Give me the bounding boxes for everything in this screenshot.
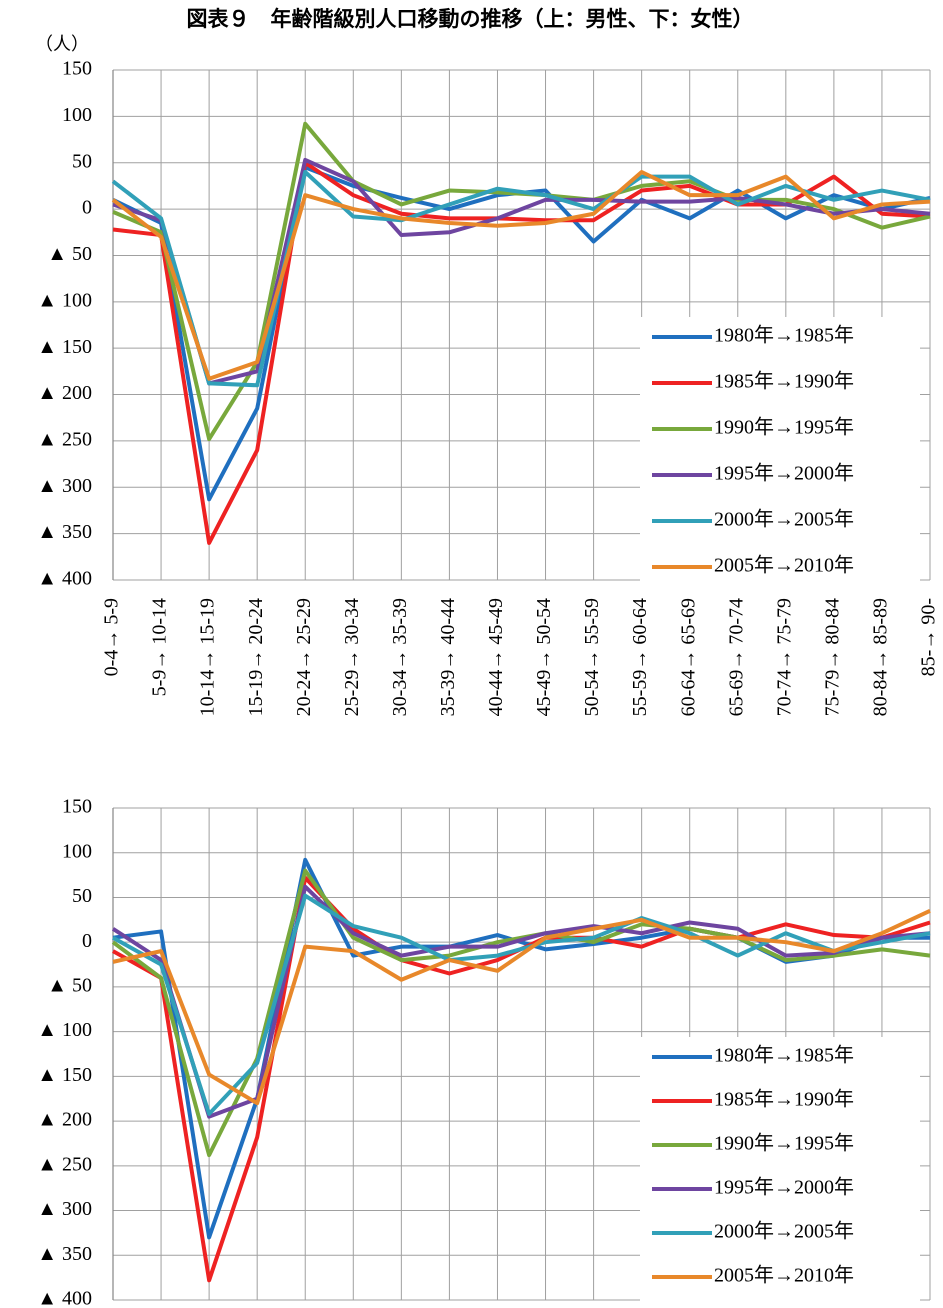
x-tick-label: 55-59→ 60-64 bbox=[629, 598, 651, 716]
chart-title: 図表９ 年齢階級別人口移動の推移（上：男性、下：女性） bbox=[187, 7, 754, 31]
y-tick-label: 150 bbox=[62, 796, 92, 818]
y-tick-label: ▲ 300 bbox=[37, 1198, 92, 1220]
y-tick-label: ▲ 250 bbox=[37, 429, 92, 451]
x-tick-label: 25-29→ 30-34 bbox=[341, 598, 363, 716]
x-tick-label: 45-49→ 50-54 bbox=[533, 598, 555, 716]
legend-box bbox=[640, 1037, 920, 1301]
x-tick-label: 15-19→ 20-24 bbox=[245, 598, 267, 716]
legend-label: 2000年→2005年 bbox=[714, 508, 854, 531]
x-tick-label: 75-79→ 80-84 bbox=[821, 598, 843, 716]
y-tick-label: 150 bbox=[62, 58, 92, 80]
x-tick-label: 30-34→ 35-39 bbox=[389, 598, 411, 716]
y-tick-label: ▲ 150 bbox=[37, 336, 92, 358]
legend-label: 2005年→2010年 bbox=[714, 1264, 854, 1287]
series-line bbox=[112, 157, 931, 386]
y-tick-label: ▲ 400 bbox=[37, 568, 92, 590]
legend-label: 1990年→1995年 bbox=[714, 1132, 854, 1155]
legend-label: 1990年→1995年 bbox=[714, 416, 854, 439]
x-tick-label: 10-14→ 15-19 bbox=[197, 598, 219, 716]
legend-label: 1980年→1985年 bbox=[714, 1044, 854, 1067]
y-tick-label: ▲ 400 bbox=[37, 1288, 92, 1308]
y-tick-label: ▲ 300 bbox=[37, 475, 92, 497]
x-tick-label: 80-84→ 85-89 bbox=[870, 598, 892, 716]
legend-label: 2005年→2010年 bbox=[714, 554, 854, 577]
y-tick-label: ▲ 50 bbox=[47, 975, 92, 997]
series-line bbox=[112, 893, 931, 1116]
x-tick-label: 0-4→ 5-9 bbox=[101, 598, 123, 676]
legend-box bbox=[640, 317, 920, 593]
series-line bbox=[112, 909, 931, 1106]
series-line bbox=[111, 170, 931, 388]
y-tick-label: ▲ 50 bbox=[47, 243, 92, 265]
y-tick-label: ▲ 350 bbox=[37, 1243, 92, 1265]
x-tick-label: 40-44→ 45-49 bbox=[485, 598, 507, 716]
x-tick-label: 20-24→ 25-29 bbox=[293, 598, 315, 716]
y-tick-label: ▲ 200 bbox=[37, 1109, 92, 1131]
y-tick-label: 0 bbox=[82, 930, 92, 952]
y-tick-label: 100 bbox=[62, 104, 92, 126]
legend-label: 1985年→1990年 bbox=[714, 370, 854, 393]
legend-label: 1980年→1985年 bbox=[714, 324, 854, 347]
y-tick-label: 50 bbox=[72, 885, 92, 907]
legend-label: 1995年→2000年 bbox=[714, 1176, 854, 1199]
y-tick-label: ▲ 100 bbox=[37, 1019, 92, 1041]
legend-label: 1995年→2000年 bbox=[714, 462, 854, 485]
y-tick-label: ▲ 100 bbox=[37, 289, 92, 311]
x-tick-label: 60-64→ 65-69 bbox=[677, 598, 699, 716]
y-tick-label: ▲ 200 bbox=[37, 382, 92, 404]
y-tick-label: 0 bbox=[82, 197, 92, 219]
y-tick-label: ▲ 350 bbox=[37, 521, 92, 543]
legend-label: 1985年→1990年 bbox=[714, 1088, 854, 1111]
y-tick-label: 50 bbox=[72, 150, 92, 172]
y-tick-label: ▲ 250 bbox=[37, 1153, 92, 1175]
x-tick-label: 5-9→ 10-14 bbox=[149, 598, 171, 696]
x-tick-label: 50-54→ 55-59 bbox=[581, 598, 603, 716]
x-tick-label: 85-→ 90- bbox=[918, 598, 940, 676]
series-line bbox=[111, 884, 931, 1119]
series-line bbox=[111, 170, 931, 381]
x-tick-label: 35-39→ 40-44 bbox=[437, 598, 459, 716]
y-tick-label: 100 bbox=[62, 840, 92, 862]
x-tick-label: 70-74→ 75-79 bbox=[773, 598, 795, 716]
series-line bbox=[111, 868, 931, 1158]
x-tick-label: 65-69→ 70-74 bbox=[725, 598, 747, 716]
legend-label: 2000年→2005年 bbox=[714, 1220, 854, 1243]
y-axis-unit: （人） bbox=[35, 34, 89, 54]
y-tick-label: ▲ 150 bbox=[37, 1064, 92, 1086]
